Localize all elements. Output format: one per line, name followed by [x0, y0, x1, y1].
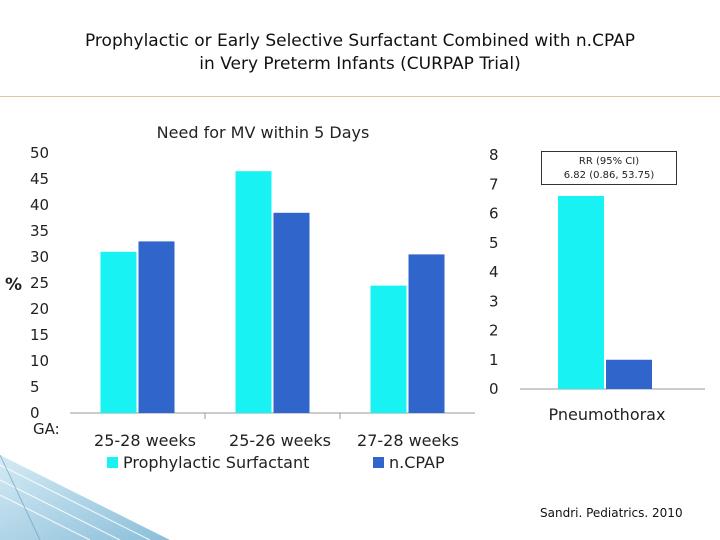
legend-swatch [373, 457, 384, 468]
legend-label: Prophylactic Surfactant [123, 453, 309, 472]
y-tick-label: 2 [489, 322, 499, 340]
bar [273, 212, 310, 413]
chart-title: Need for MV within 5 Days [157, 123, 370, 142]
rr-annotation-line-1: RR (95% CI) [578, 156, 640, 167]
title-divider [0, 96, 720, 97]
y-tick-label: 5 [489, 234, 499, 252]
y-tick-label: 3 [489, 292, 499, 310]
title-line-1: Prophylactic or Early Selective Surfacta… [84, 31, 635, 51]
y-tick-label: 45 [30, 170, 49, 188]
y-tick-label: 0 [30, 404, 40, 422]
slide-title: Prophylactic or Early Selective Surfacta… [0, 30, 720, 76]
y-tick-label: 35 [30, 222, 49, 240]
x-axis-prefix: GA: [33, 420, 60, 438]
y-tick-label: 7 [489, 175, 499, 193]
y-tick-label: 6 [489, 205, 499, 223]
x-tick-label: Pneumothorax [549, 405, 666, 424]
y-tick-label: 5 [30, 378, 40, 396]
legend-label: n.CPAP [389, 453, 445, 472]
bar [235, 171, 272, 413]
bar [408, 254, 445, 413]
y-tick-label: 30 [30, 248, 49, 266]
title-line-2: in Very Preterm Infants (CURPAP Trial) [199, 54, 521, 74]
y-axis-label: % [5, 275, 22, 295]
y-tick-label: 40 [30, 196, 49, 214]
citation: Sandri. Pediatrics. 2010 [540, 506, 683, 520]
bar [558, 195, 604, 389]
x-tick-label: 25-26 weeks [229, 431, 331, 450]
y-tick-label: 0 [489, 380, 499, 398]
y-tick-label: 50 [30, 144, 49, 162]
bar [138, 241, 175, 413]
y-tick-label: 10 [30, 352, 49, 370]
x-tick-label: 25-28 weeks [94, 431, 196, 450]
y-tick-label: 20 [30, 300, 49, 318]
bar [606, 359, 652, 389]
y-tick-label: 25 [30, 274, 49, 292]
rr-annotation-line-2: 6.82 (0.86, 53.75) [563, 170, 655, 181]
corner-decoration [0, 455, 170, 540]
y-tick-label: 15 [30, 326, 49, 344]
bar [100, 251, 137, 413]
y-tick-label: 8 [489, 146, 499, 164]
rr-annotation: RR (95% CI) 6.82 (0.86, 53.75) [541, 151, 677, 185]
x-tick-label: 27-28 weeks [357, 431, 459, 450]
bar [370, 285, 407, 413]
y-tick-label: 4 [489, 263, 499, 281]
legend-swatch [107, 457, 118, 468]
y-tick-label: 1 [489, 351, 499, 369]
